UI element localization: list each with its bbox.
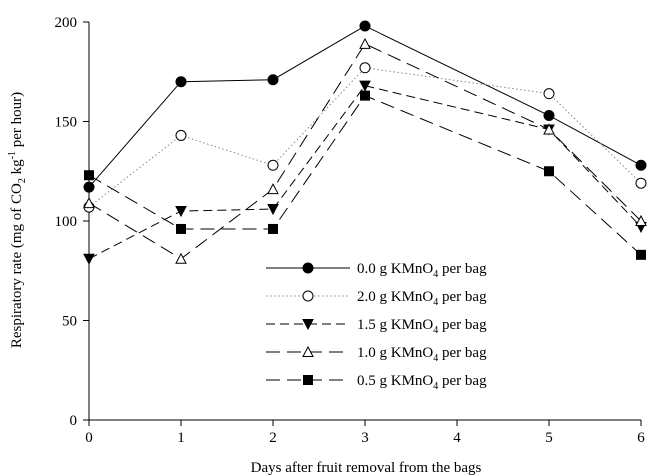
data-point (176, 254, 186, 264)
legend-label-part: per bag (438, 317, 487, 333)
x-axis-label: Days after fruit removal from the bags (251, 460, 482, 475)
series-line (89, 26, 641, 187)
legend-label-part: per bag (438, 261, 487, 277)
y-tick-label: 50 (62, 314, 77, 330)
legend-label: 1.0 g KMnO4 per bag (357, 345, 487, 364)
legend-label: 2.0 g KMnO4 per bag (357, 289, 487, 308)
legend: 0.0 g KMnO4 per bag 2.0 g KMnO4 per bag 1.… (266, 261, 487, 392)
legend-label: 1.5 g KMnO4 per bag (357, 317, 487, 336)
y-axis-label-part: kg (9, 159, 25, 178)
data-point (268, 205, 278, 215)
data-point (636, 178, 646, 188)
legend-label-part: per bag (438, 289, 487, 305)
legend-label-part: per bag (438, 345, 487, 361)
series-line (89, 86, 641, 259)
y-tick-label: 0 (70, 413, 78, 429)
x-tick-label: 0 (85, 430, 93, 446)
legend-entry: 0.0 g KMnO4 per bag (266, 261, 487, 280)
y-tick-label: 150 (55, 115, 78, 131)
data-point (361, 91, 370, 100)
legend-marker (303, 263, 313, 273)
series-layer (84, 21, 646, 264)
data-point (176, 77, 186, 87)
legend-label-part: 0.0 g KMnO (357, 261, 433, 277)
x-tick-label: 2 (269, 430, 277, 446)
legend-label-part: 1.0 g KMnO (357, 345, 433, 361)
data-point (176, 130, 186, 140)
data-point (360, 63, 370, 73)
legend-label: 0.0 g KMnO4 per bag (357, 261, 487, 280)
legend-marker (304, 376, 313, 385)
series-4 (85, 91, 646, 259)
y-tick-label: 100 (55, 214, 78, 230)
legend-marker (303, 291, 313, 301)
x-tick-label: 1 (177, 430, 185, 446)
y-axis-label-superscript: -1 (7, 151, 18, 159)
x-tick-label: 5 (545, 430, 553, 446)
x-tick-label: 3 (361, 430, 369, 446)
y-tick-label: 200 (55, 15, 78, 31)
y-axis-label: Respiratory rate (mg of CO2 kg-1 per hou… (7, 92, 28, 348)
data-point (85, 171, 94, 180)
data-point (176, 207, 186, 217)
legend-label-part: per bag (438, 373, 487, 389)
legend-label-part: 1.5 g KMnO (357, 317, 433, 333)
legend-entry: 1.0 g KMnO4 per bag (266, 345, 487, 364)
data-point (84, 254, 94, 264)
y-axis-label-part: Respiratory rate (mg of CO (9, 183, 25, 348)
legend-label-part: 0.5 g KMnO (357, 373, 433, 389)
data-point (636, 160, 646, 170)
y-axis-label-part: per hour) (9, 92, 25, 151)
data-point (268, 184, 278, 194)
data-point (269, 224, 278, 233)
data-point (544, 111, 554, 121)
data-point (360, 21, 370, 31)
legend-label: 0.5 g KMnO4 per bag (357, 373, 487, 392)
data-point (268, 160, 278, 170)
data-point (637, 250, 646, 259)
data-point (360, 39, 370, 49)
x-tick-label: 6 (637, 430, 645, 446)
series-line (89, 44, 641, 259)
data-point (84, 182, 94, 192)
series-2 (84, 81, 646, 264)
data-point (545, 167, 554, 176)
data-point (544, 89, 554, 99)
data-point (177, 224, 186, 233)
data-point (268, 75, 278, 85)
legend-entry: 2.0 g KMnO4 per bag (266, 289, 487, 308)
legend-entry: 1.5 g KMnO4 per bag (266, 317, 487, 336)
legend-label-part: 2.0 g KMnO (357, 289, 433, 305)
data-point (360, 81, 370, 91)
x-tick-label: 4 (453, 430, 461, 446)
series-line (89, 96, 641, 255)
legend-entry: 0.5 g KMnO4 per bag (266, 373, 487, 392)
